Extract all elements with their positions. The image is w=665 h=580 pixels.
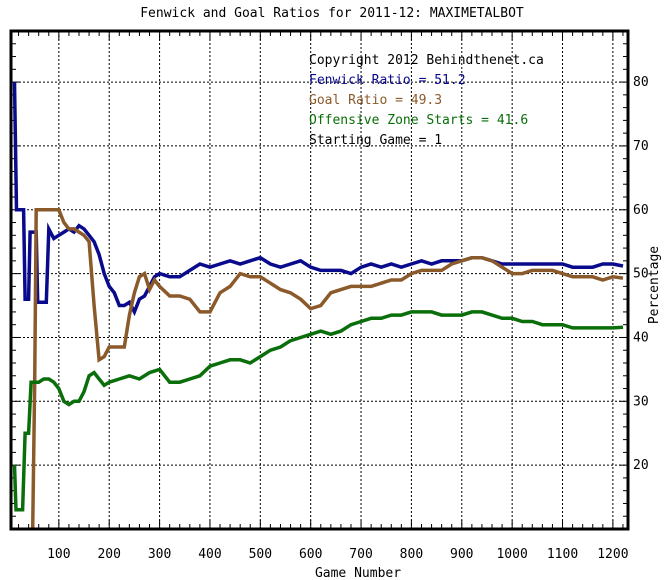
y-tick-label: 30	[633, 394, 649, 409]
x-tick-label: 700	[349, 547, 372, 562]
x-tick-label: 1100	[547, 547, 578, 562]
y-tick-label: 20	[633, 458, 649, 473]
annotation-line: Offensive Zone Starts = 41.6	[309, 113, 528, 128]
x-axis-label: Game Number	[315, 566, 401, 580]
annotation-line: Fenwick Ratio = 51.2	[309, 73, 466, 88]
chart-title: Fenwick and Goal Ratios for 2011-12: MAX…	[140, 6, 524, 21]
y-tick-label: 80	[633, 75, 649, 90]
y-tick-label: 50	[633, 267, 649, 282]
plot-frame	[9, 29, 630, 531]
x-tick-label: 1000	[496, 547, 527, 562]
y-tick-label: 40	[633, 330, 649, 345]
annotation-line: Starting Game = 1	[309, 133, 442, 148]
series-line-3	[12, 310, 624, 512]
x-tick-label: 900	[450, 547, 473, 562]
annotation-line: Goal Ratio = 49.3	[309, 93, 442, 108]
series-lines	[12, 82, 624, 530]
series-line-2	[30, 208, 624, 530]
x-tick-label: 1200	[597, 547, 628, 562]
annotations: Copyright 2012 Behindthenet.ca Fenwick Ra…	[309, 53, 544, 148]
y-tick-label: 70	[633, 139, 649, 154]
gridlines	[11, 31, 628, 529]
annotation-line: Copyright 2012 Behindthenet.ca	[309, 53, 544, 68]
x-tick-label: 600	[299, 547, 322, 562]
x-tick-label: 200	[97, 547, 120, 562]
x-tick-label: 400	[198, 547, 221, 562]
y-tick-label: 60	[633, 203, 649, 218]
x-tick-label: 800	[400, 547, 423, 562]
x-tick-label: 300	[148, 547, 171, 562]
x-tick-label: 500	[249, 547, 272, 562]
y-axis-label: Percentage	[647, 246, 662, 324]
x-axis: 100 200 300 400 500 600 700 800 900 1000 1100 1200	[18, 31, 629, 562]
x-tick-label: 100	[47, 547, 70, 562]
